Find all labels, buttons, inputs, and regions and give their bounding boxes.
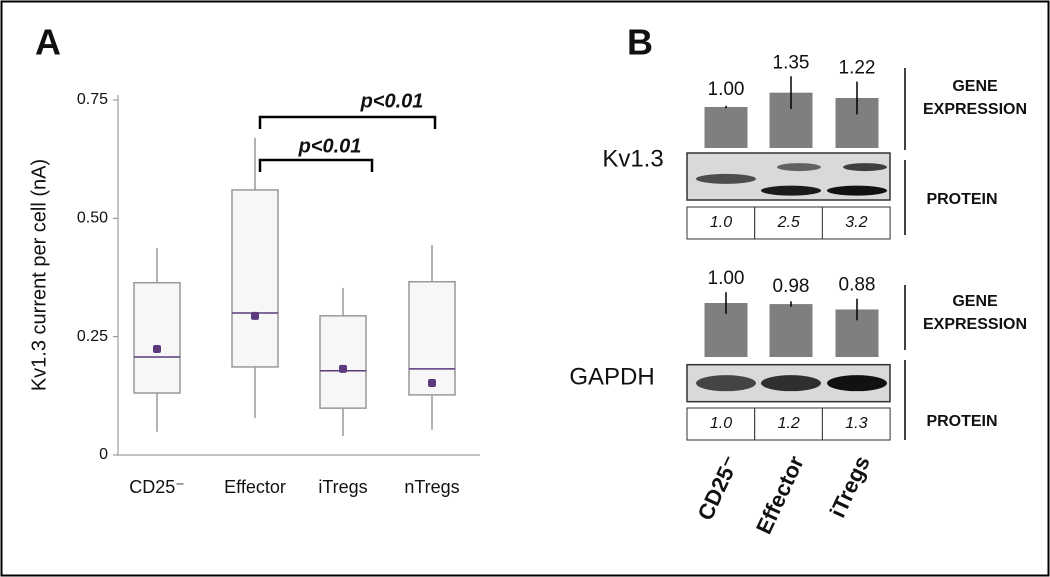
gene-label: EXPRESSION <box>923 101 1027 118</box>
significance-bracket <box>258 115 437 129</box>
panel-label: A <box>35 22 61 63</box>
blot-band <box>827 185 887 196</box>
protein-cell <box>686 407 756 441</box>
x-tick-label: nTregs <box>404 477 459 497</box>
protein-cell <box>821 206 891 240</box>
value-label: 1.22 <box>839 58 876 79</box>
protein-value: 2.5 <box>777 214 800 231</box>
row-title: Kv1.3 <box>602 145 663 172</box>
row-title: GAPDH <box>569 363 654 390</box>
mean-dot <box>339 364 347 373</box>
x-tick-label: CD25⁻ <box>129 477 185 497</box>
x-tick-label: Effector <box>224 477 286 497</box>
blot-band <box>777 163 821 172</box>
protein-cell <box>754 206 823 240</box>
protein-value: 1.0 <box>710 214 732 231</box>
mean-dot <box>428 379 436 388</box>
protein-value: 3.2 <box>845 214 867 231</box>
value-label: 0.88 <box>839 275 876 296</box>
annotation: p<0.01 <box>360 90 424 112</box>
panel-label: B <box>627 22 653 63</box>
annotation: p<0.01 <box>298 135 362 157</box>
y-axis-label: Kv1.3 current per cell (nA) <box>28 159 50 391</box>
box <box>231 189 279 368</box>
gene-label: EXPRESSION <box>923 316 1027 333</box>
bar <box>769 304 813 357</box>
mean-dot <box>153 344 161 353</box>
protein-label: PROTEIN <box>926 191 997 208</box>
blot-band <box>761 185 821 196</box>
blot-band <box>696 375 756 392</box>
box <box>133 281 181 394</box>
protein-value: 1.2 <box>778 415 800 432</box>
protein-label: PROTEIN <box>926 413 997 430</box>
blot-band <box>696 173 756 184</box>
protein-cell <box>821 407 891 441</box>
bar <box>704 107 748 148</box>
mean-dot <box>251 311 259 320</box>
x-tick-label: iTregs <box>318 477 367 497</box>
value-label: 1.00 <box>708 79 745 100</box>
gene-label: GENE <box>952 293 998 310</box>
y-tick-label: 0.25 <box>77 328 108 345</box>
protein-value: 1.0 <box>710 415 732 432</box>
blot-band <box>761 375 821 392</box>
box <box>319 315 367 409</box>
y-tick-label: 0 <box>99 446 108 463</box>
value-label: 0.98 <box>773 276 810 297</box>
protein-cell <box>686 206 756 240</box>
protein-cell <box>754 407 823 441</box>
significance-bracket <box>258 158 374 172</box>
gene-label: GENE <box>952 78 998 95</box>
value-label: 1.00 <box>708 268 745 289</box>
blot-band <box>843 163 887 172</box>
y-tick-label: 0.75 <box>77 91 108 108</box>
blot-band <box>827 375 887 392</box>
box <box>408 281 456 396</box>
protein-value: 1.3 <box>845 415 867 432</box>
value-label: 1.35 <box>773 52 810 73</box>
y-tick-label: 0.50 <box>77 210 108 227</box>
